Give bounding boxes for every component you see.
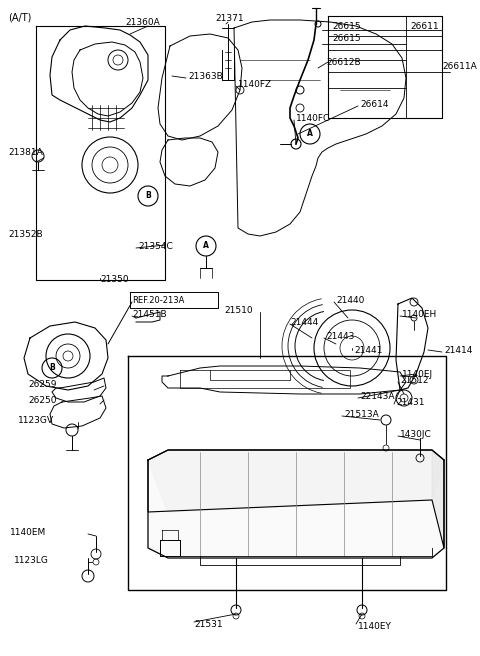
Text: 21451B: 21451B [132,310,167,319]
Polygon shape [148,450,444,558]
Text: 21510: 21510 [224,306,252,315]
Text: 26612B: 26612B [326,58,360,67]
Text: REF.20-213A: REF.20-213A [132,296,184,305]
Text: 21441: 21441 [354,346,383,355]
Text: 26611: 26611 [410,22,439,31]
Text: 26614: 26614 [360,100,388,109]
Text: 1123LG: 1123LG [14,556,49,565]
Polygon shape [148,450,444,512]
Text: A: A [203,241,209,251]
Text: 1140EY: 1140EY [358,622,392,631]
Text: 21443: 21443 [326,332,354,341]
Text: 1123GV: 1123GV [18,416,54,425]
Text: A: A [307,129,313,138]
Text: 21352B: 21352B [8,230,43,239]
Text: 21513A: 21513A [344,410,379,419]
Text: 1140FZ: 1140FZ [238,80,272,89]
Text: 1140EJ: 1140EJ [402,370,433,379]
Text: 21531: 21531 [194,620,223,629]
Text: 21381A: 21381A [8,148,43,157]
Text: 21431: 21431 [396,398,424,407]
Text: (A/T): (A/T) [8,12,31,22]
Text: 26250: 26250 [28,396,57,405]
Text: 21360A: 21360A [125,18,160,27]
Polygon shape [432,450,444,548]
Text: 21350: 21350 [100,275,129,284]
Text: 21444: 21444 [290,318,318,327]
Text: 21371: 21371 [215,14,244,23]
Text: 26259: 26259 [28,380,57,389]
Text: 1430JC: 1430JC [400,430,432,439]
Text: 1140FC: 1140FC [296,114,330,123]
Text: 21440: 21440 [336,296,364,305]
Text: 21414: 21414 [444,346,472,355]
Text: 1140EM: 1140EM [10,528,46,537]
Text: 21363B: 21363B [188,72,223,81]
Text: 1140EH: 1140EH [402,310,437,319]
Text: 26611A: 26611A [442,62,477,71]
Text: B: B [145,192,151,201]
Text: 21354C: 21354C [138,242,173,251]
Text: 26615: 26615 [332,22,360,31]
Text: 22143A: 22143A [360,392,395,401]
Text: 26615: 26615 [332,34,360,43]
Text: 21512: 21512 [400,376,429,385]
Text: B: B [49,363,55,373]
